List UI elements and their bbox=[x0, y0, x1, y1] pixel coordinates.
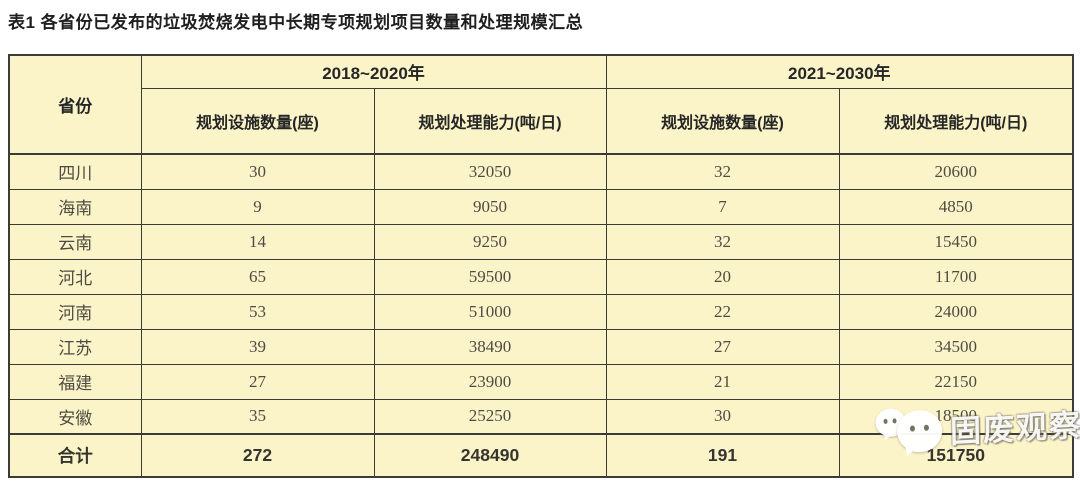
table-row: 福建 27 23900 21 22150 bbox=[8, 363, 1074, 400]
province-cell: 河北 bbox=[8, 258, 142, 295]
data-cell: 27 bbox=[605, 328, 840, 365]
data-cell: 24000 bbox=[838, 293, 1074, 330]
data-cell: 34500 bbox=[838, 328, 1074, 365]
total-cell: 272 bbox=[140, 433, 375, 478]
data-cell: 14 bbox=[140, 223, 375, 260]
table-row: 海南 9 9050 7 4850 bbox=[8, 188, 1074, 225]
header-row-periods: 省份 2018~2020年 2021~2030年 bbox=[8, 54, 1074, 155]
data-cell: 9 bbox=[140, 188, 375, 225]
data-cell: 20600 bbox=[838, 153, 1074, 190]
data-cell: 27 bbox=[140, 363, 375, 400]
table-title: 表1 各省份已发布的垃圾焚烧发电中长期专项规划项目数量和处理规模汇总 bbox=[8, 13, 584, 32]
data-cell: 23900 bbox=[373, 363, 607, 400]
column-header-capacity-2: 规划处理能力(吨/日) bbox=[838, 87, 1074, 155]
province-cell: 云南 bbox=[8, 223, 142, 260]
data-cell: 30 bbox=[140, 153, 375, 190]
data-cell: 18500 bbox=[838, 398, 1074, 435]
table-row: 安徽 35 25250 30 18500 bbox=[8, 398, 1074, 435]
data-cell: 51000 bbox=[373, 293, 607, 330]
data-cell: 21 bbox=[605, 363, 840, 400]
data-cell: 11700 bbox=[838, 258, 1074, 295]
total-cell: 151750 bbox=[838, 433, 1074, 478]
header-row-subcolumns: 规划设施数量(座) 规划处理能力(吨/日) 规划设施数量(座) 规划处理能力(吨… bbox=[9, 87, 1074, 155]
table-row: 河北 65 59500 20 11700 bbox=[8, 258, 1074, 295]
province-cell: 河南 bbox=[8, 293, 142, 330]
data-cell: 59500 bbox=[373, 258, 607, 295]
data-cell: 15450 bbox=[838, 223, 1074, 260]
data-cell: 32 bbox=[605, 223, 840, 260]
data-cell: 30 bbox=[605, 398, 840, 435]
data-cell: 32050 bbox=[373, 153, 607, 190]
data-cell: 53 bbox=[140, 293, 375, 330]
total-cell: 191 bbox=[605, 433, 840, 478]
data-cell: 38490 bbox=[373, 328, 607, 365]
column-header-facility-count-2: 规划设施数量(座) bbox=[605, 87, 840, 155]
total-label-cell: 合计 bbox=[8, 433, 142, 478]
column-group-2018-2020: 2018~2020年 bbox=[140, 54, 607, 89]
data-cell: 32 bbox=[605, 153, 840, 190]
province-planning-table: 省份 2018~2020年 2021~2030年 规划设施数量(座) 规划处理能… bbox=[8, 54, 1075, 478]
data-cell: 9050 bbox=[373, 188, 607, 225]
data-cell: 39 bbox=[140, 328, 375, 365]
province-cell: 安徽 bbox=[8, 398, 142, 435]
table-row: 云南 14 9250 32 15450 bbox=[8, 223, 1074, 260]
column-header-capacity-1: 规划处理能力(吨/日) bbox=[373, 87, 607, 155]
table-row: 河南 53 51000 22 24000 bbox=[8, 293, 1074, 330]
data-cell: 4850 bbox=[838, 188, 1074, 225]
table-row: 四川 30 32050 32 20600 bbox=[8, 153, 1074, 190]
column-header-facility-count-1: 规划设施数量(座) bbox=[140, 87, 375, 155]
province-cell: 四川 bbox=[8, 153, 142, 190]
province-cell: 江苏 bbox=[8, 328, 142, 365]
data-cell: 65 bbox=[140, 258, 375, 295]
total-cell: 248490 bbox=[373, 433, 607, 478]
data-cell: 25250 bbox=[373, 398, 607, 435]
province-cell: 海南 bbox=[8, 188, 142, 225]
total-row: 合计 272 248490 191 151750 bbox=[8, 433, 1074, 478]
data-cell: 9250 bbox=[373, 223, 607, 260]
data-cell: 22150 bbox=[838, 363, 1074, 400]
data-cell: 7 bbox=[605, 188, 840, 225]
table-row: 江苏 39 38490 27 34500 bbox=[8, 328, 1074, 365]
data-cell: 35 bbox=[140, 398, 375, 435]
data-cell: 22 bbox=[605, 293, 840, 330]
column-group-2021-2030: 2021~2030年 bbox=[605, 54, 1074, 89]
column-header-province: 省份 bbox=[8, 54, 142, 155]
province-cell: 福建 bbox=[8, 363, 142, 400]
data-cell: 20 bbox=[605, 258, 840, 295]
